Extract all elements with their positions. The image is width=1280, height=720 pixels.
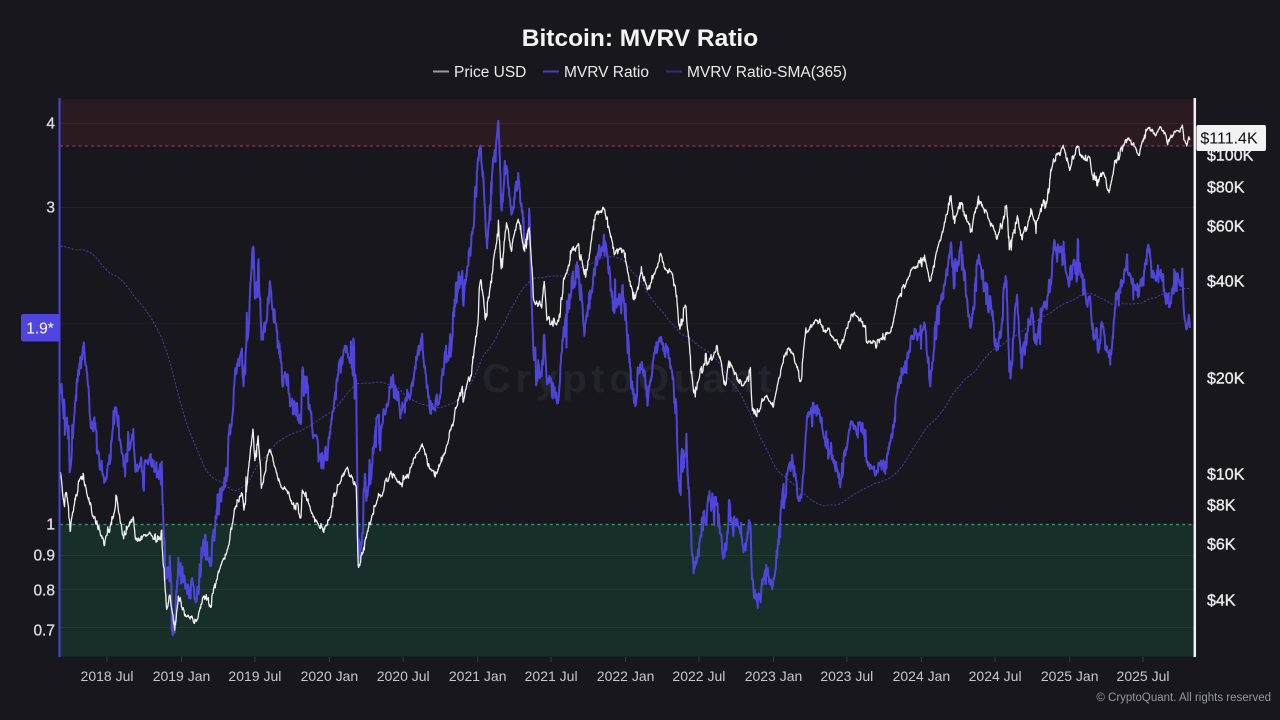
- svg-text:2020 Jan: 2020 Jan: [301, 668, 359, 684]
- svg-text:$40K: $40K: [1207, 274, 1245, 291]
- svg-text:1: 1: [46, 517, 55, 534]
- svg-text:2021 Jan: 2021 Jan: [449, 668, 507, 684]
- svg-text:0.8: 0.8: [33, 583, 55, 600]
- svg-text:0.9: 0.9: [33, 548, 55, 565]
- svg-text:2022 Jul: 2022 Jul: [672, 668, 725, 684]
- svg-text:MVRV Ratio-SMA(365): MVRV Ratio-SMA(365): [687, 64, 847, 81]
- svg-text:1.9*: 1.9*: [26, 321, 54, 338]
- svg-text:0.7: 0.7: [33, 623, 55, 640]
- svg-text:$6K: $6K: [1207, 537, 1236, 554]
- svg-text:2019 Jul: 2019 Jul: [228, 668, 281, 684]
- svg-text:3: 3: [46, 200, 55, 217]
- svg-text:2025 Jul: 2025 Jul: [1117, 668, 1170, 684]
- svg-text:2023 Jan: 2023 Jan: [745, 668, 803, 684]
- svg-text:2024 Jul: 2024 Jul: [969, 668, 1022, 684]
- svg-text:2018 Jul: 2018 Jul: [81, 668, 134, 684]
- svg-text:2025 Jan: 2025 Jan: [1041, 668, 1099, 684]
- svg-text:2019 Jan: 2019 Jan: [153, 668, 211, 684]
- svg-text:$60K: $60K: [1207, 219, 1245, 236]
- svg-text:Bitcoin: MVRV Ratio: Bitcoin: MVRV Ratio: [522, 25, 758, 52]
- svg-text:$10K: $10K: [1207, 467, 1245, 484]
- svg-text:2021 Jul: 2021 Jul: [525, 668, 578, 684]
- svg-text:Price USD: Price USD: [454, 64, 526, 81]
- svg-text:2024 Jan: 2024 Jan: [893, 668, 951, 684]
- svg-text:2022 Jan: 2022 Jan: [597, 668, 655, 684]
- svg-text:MVRV Ratio: MVRV Ratio: [564, 64, 649, 81]
- svg-text:$80K: $80K: [1207, 180, 1245, 197]
- svg-text:$111.4K: $111.4K: [1200, 131, 1258, 148]
- svg-text:$20K: $20K: [1207, 371, 1245, 388]
- svg-text:$8K: $8K: [1207, 498, 1236, 515]
- svg-text:$100K: $100K: [1207, 148, 1254, 165]
- svg-text:© CryptoQuant. All rights rese: © CryptoQuant. All rights reserved: [1096, 692, 1271, 704]
- svg-text:2020 Jul: 2020 Jul: [377, 668, 430, 684]
- svg-text:2023 Jul: 2023 Jul: [820, 668, 873, 684]
- svg-text:$4K: $4K: [1207, 593, 1236, 610]
- svg-text:4: 4: [46, 116, 55, 133]
